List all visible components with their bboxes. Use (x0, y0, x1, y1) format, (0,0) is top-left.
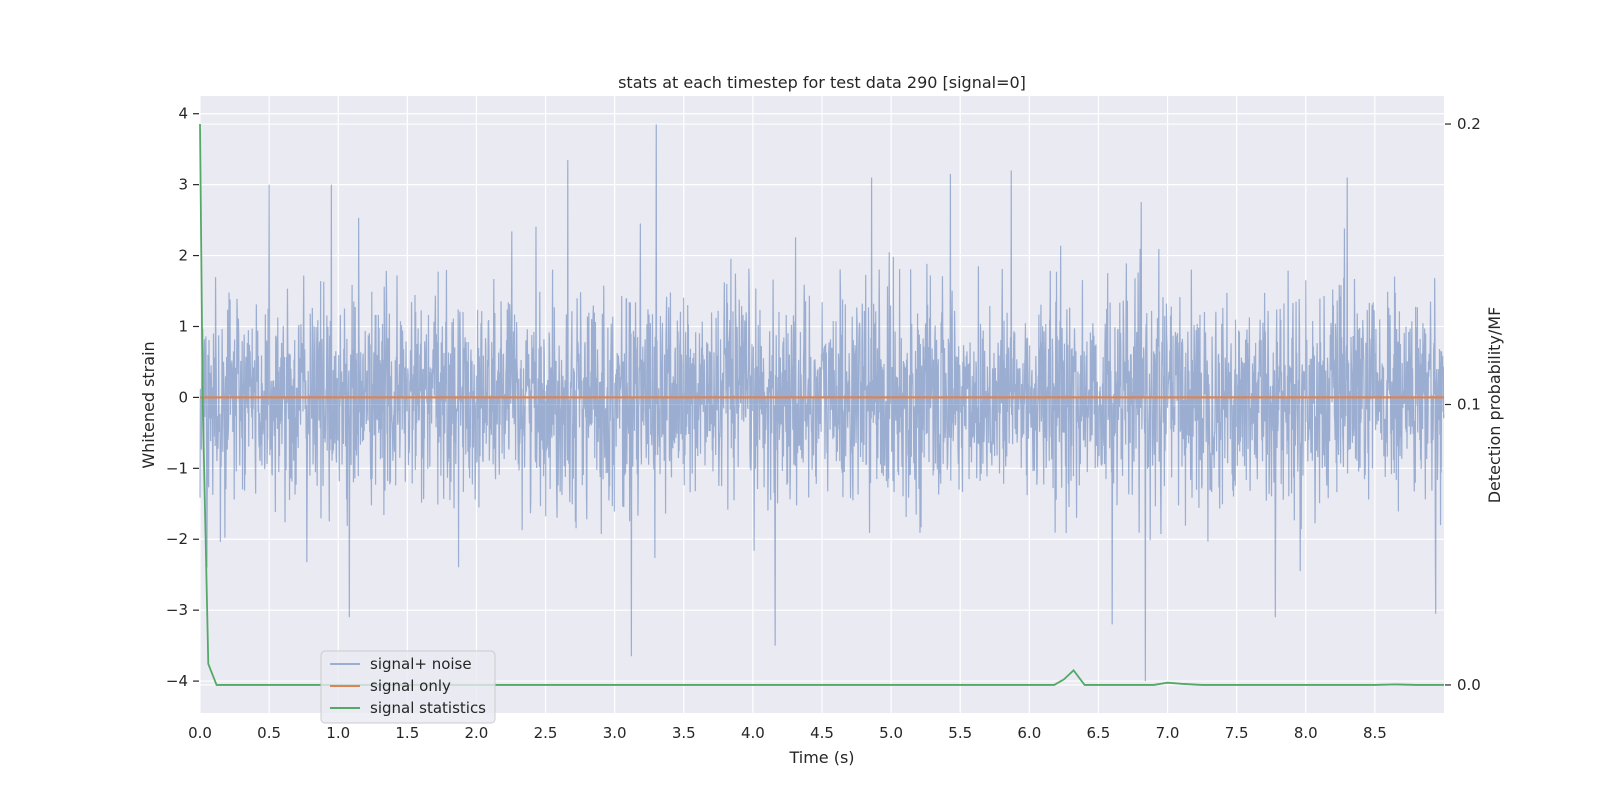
y-tick-label-left: 2 (178, 247, 188, 265)
x-tick-label: 3.5 (672, 724, 696, 742)
x-tick-label: 7.5 (1225, 724, 1249, 742)
y-axis-right-title: Detection probability/MF (1485, 307, 1504, 504)
y-tick-label-left: −2 (166, 530, 188, 548)
y-tick-label-right: 0.1 (1457, 396, 1481, 414)
x-tick-label: 7.0 (1156, 724, 1180, 742)
y-tick-label-right: 0.2 (1457, 115, 1481, 133)
x-tick-label: 6.5 (1087, 724, 1111, 742)
x-tick-label: 8.5 (1363, 724, 1387, 742)
x-tick-label: 1.0 (326, 724, 350, 742)
y-axis-left-title: Whitened strain (139, 341, 158, 468)
y-tick-label-left: 4 (178, 105, 188, 123)
y-tick-label-right: 0.0 (1457, 676, 1481, 694)
x-tick-label: 5.5 (948, 724, 972, 742)
x-tick-label: 0.0 (188, 724, 212, 742)
x-tick-label: 1.5 (395, 724, 419, 742)
legend-label-signal-only: signal only (370, 677, 451, 695)
y-tick-label-left: 0 (178, 388, 188, 406)
x-tick-label: 4.5 (810, 724, 834, 742)
y-tick-label-left: −1 (166, 459, 188, 477)
legend-box (320, 650, 496, 724)
y-axis-right-ticks: 0.2 0.1 0.0 (1445, 115, 1481, 694)
y-axis-left-ticks: 4 3 2 1 0 −1 −2 −3 −4 (166, 105, 199, 690)
x-tick-label: 3.0 (603, 724, 627, 742)
x-axis-title: Time (s) (788, 748, 854, 767)
legend-label-signal-noise: signal+ noise (370, 655, 472, 673)
x-tick-label: 8.0 (1294, 724, 1318, 742)
x-tick-label: 2.5 (534, 724, 558, 742)
x-tick-label: 4.0 (741, 724, 765, 742)
x-tick-label: 0.5 (257, 724, 281, 742)
line-series (199, 124, 1444, 686)
legend: signal+ noise signal only signal statist… (320, 650, 496, 724)
x-tick-label: 6.0 (1017, 724, 1041, 742)
x-axis-ticks: 0.0 0.5 1.0 1.5 2.0 2.5 3.0 3.5 4.0 4.5 5.0 5.5 6.0 6… (188, 724, 1387, 742)
y-tick-label-left: 3 (178, 176, 188, 194)
x-tick-label: 5.0 (879, 724, 903, 742)
signal-statistics-line (199, 124, 1444, 686)
y-tick-label-left: −4 (166, 672, 188, 690)
y-tick-label-left: −3 (166, 601, 188, 619)
x-tick-label: 2.0 (465, 724, 489, 742)
y-tick-label-left: 1 (178, 317, 188, 335)
chart-title: stats at each timestep for test data 290… (618, 73, 1026, 92)
legend-label-signal-statistics: signal statistics (370, 699, 486, 717)
